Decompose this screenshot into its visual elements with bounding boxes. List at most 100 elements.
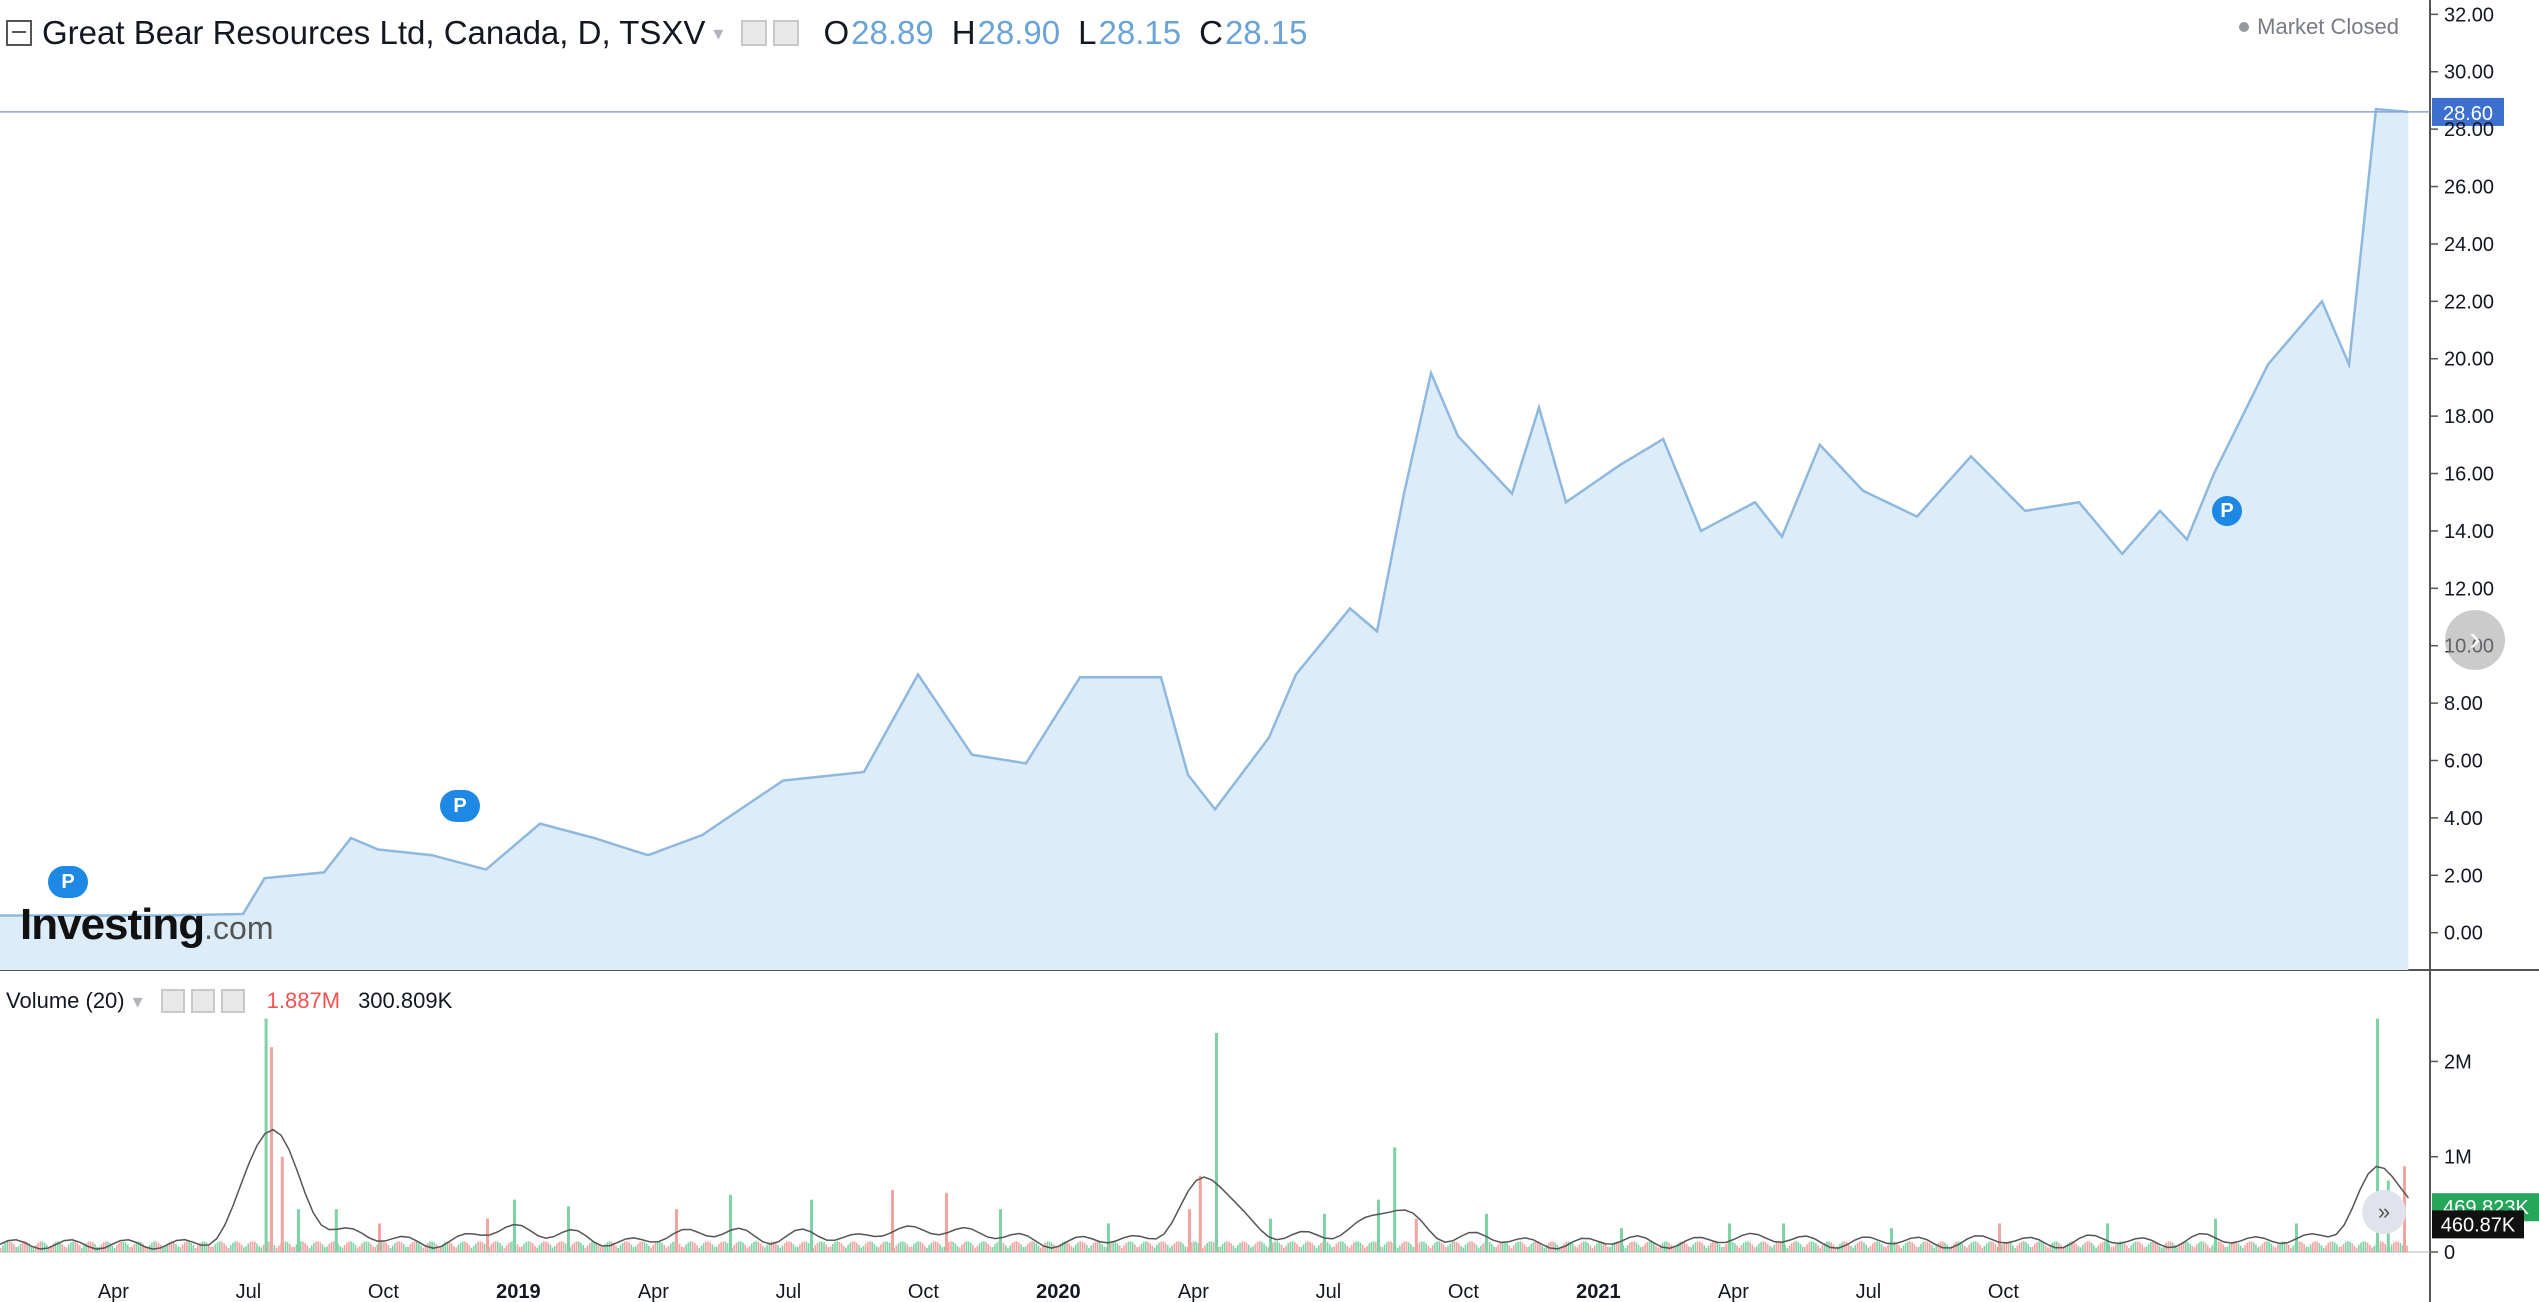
volume-bar — [1539, 1243, 1541, 1252]
volume-bar — [363, 1241, 366, 1252]
volume-bar — [2287, 1245, 2290, 1252]
last-price-badge — [2432, 97, 2504, 126]
volume-bar — [332, 1241, 335, 1252]
volume-bar — [1826, 1241, 1828, 1252]
volume-bar — [1990, 1241, 1992, 1252]
volume-bar — [705, 1241, 707, 1252]
volume-bar — [1536, 1241, 1539, 1252]
volume-bar — [2009, 1243, 2012, 1252]
volume-bar — [2320, 1245, 2323, 1252]
volume-bar — [1250, 1247, 1252, 1252]
volume-bar — [1928, 1243, 1931, 1252]
volume-bar — [814, 1245, 817, 1252]
volume-bar — [628, 1242, 630, 1252]
volume-bar — [1845, 1241, 1848, 1252]
volume-bar — [1429, 1247, 1432, 1252]
event-pin-1[interactable]: P — [48, 866, 88, 898]
volume-bar — [746, 1247, 749, 1252]
settings-icon[interactable] — [773, 20, 800, 46]
collapse-icon[interactable] — [6, 20, 32, 46]
volume-bar — [2193, 1247, 2196, 1252]
volume-bar — [1766, 1243, 1769, 1252]
volume-title[interactable]: Volume (20) — [6, 988, 125, 1013]
volume-bar — [783, 1243, 786, 1252]
volume-bar — [1169, 1247, 1171, 1252]
volume-bar — [1107, 1223, 1110, 1252]
volume-chevron-down-icon[interactable]: ▾ — [132, 990, 143, 1013]
volume-bar — [2364, 1241, 2367, 1252]
volume-bar — [777, 1245, 779, 1252]
volume-bar — [1554, 1242, 1557, 1252]
volume-bar — [698, 1248, 701, 1252]
volume-bar — [608, 1241, 611, 1252]
volume-bar — [1924, 1241, 1927, 1252]
volume-bar — [1226, 1241, 1228, 1252]
volume-bar — [253, 1241, 256, 1252]
volume-bar — [1048, 1241, 1051, 1252]
volume-bar — [1142, 1242, 1145, 1252]
price-line — [0, 107, 2409, 917]
price-tick-label: 28.00 — [2444, 119, 2494, 141]
volume-bar — [1716, 1242, 1719, 1252]
volume-bar — [466, 1242, 468, 1252]
volume-bar — [1821, 1245, 1824, 1252]
chevron-right-icon[interactable]: › — [2445, 610, 2505, 670]
volume-bar — [1296, 1243, 1298, 1252]
volume-bar — [948, 1241, 950, 1252]
volume-bar — [1626, 1245, 1629, 1252]
eye-icon[interactable] — [741, 20, 768, 46]
volume-bar — [415, 1241, 418, 1252]
volume-close-icon[interactable] — [220, 989, 245, 1013]
volume-bar — [1493, 1246, 1495, 1252]
volume-bar — [1728, 1223, 1731, 1252]
volume-bar — [1081, 1241, 1084, 1252]
volume-bar — [1153, 1247, 1156, 1252]
volume-bar — [926, 1247, 928, 1252]
volume-eye-icon[interactable] — [160, 989, 185, 1013]
volume-bar — [939, 1244, 941, 1252]
volume-bar — [278, 1245, 280, 1252]
volume-bar — [1869, 1245, 1872, 1252]
volume-bar — [1042, 1244, 1044, 1252]
volume-bar — [175, 1243, 177, 1252]
volume-bar — [328, 1243, 331, 1252]
volume-bar — [934, 1241, 937, 1252]
volume-bar — [1731, 1241, 1734, 1252]
volume-bar — [1637, 1244, 1640, 1252]
volume-bar — [186, 1241, 188, 1252]
volume-bar — [1177, 1241, 1180, 1252]
volume-bar — [2224, 1246, 2227, 1252]
chevron-down-icon[interactable]: ▾ — [713, 22, 724, 45]
low-label: L — [1078, 14, 1097, 51]
volume-bar — [687, 1242, 690, 1252]
volume-bar — [1388, 1241, 1390, 1252]
event-pin-2[interactable]: P — [440, 790, 480, 822]
volume-bar — [1655, 1245, 1657, 1252]
time-tick-label: Oct — [1448, 1281, 1480, 1302]
volume-bar — [424, 1245, 427, 1252]
volume-bar — [731, 1247, 733, 1252]
volume-bar — [729, 1194, 732, 1252]
scroll-to-latest-icon[interactable]: » — [2362, 1190, 2406, 1234]
volume-bar — [2018, 1243, 2021, 1252]
volume-bar — [1129, 1241, 1132, 1252]
volume-settings-icon[interactable] — [190, 989, 215, 1013]
volume-bar — [1291, 1241, 1294, 1252]
volume-bar — [1992, 1242, 1995, 1252]
volume-bar — [2382, 1242, 2384, 1252]
volume-bar — [1460, 1246, 1462, 1252]
volume-bar — [306, 1245, 309, 1252]
volume-bar — [199, 1243, 201, 1252]
volume-bar — [67, 1244, 70, 1252]
volume-bar — [1289, 1241, 1292, 1252]
volume-bar — [2097, 1245, 2100, 1252]
volume-bar — [553, 1246, 556, 1252]
volume-bar — [1099, 1242, 1101, 1252]
volume-bar — [2185, 1241, 2187, 1252]
symbol-title[interactable]: Great Bear Resources Ltd, Canada, D, TSX… — [42, 14, 706, 51]
event-pin-3[interactable]: P — [2212, 496, 2242, 526]
volume-bar — [1359, 1242, 1362, 1252]
volume-bar — [1212, 1242, 1215, 1252]
volume-bar — [2038, 1241, 2040, 1252]
volume-bar — [582, 1245, 584, 1252]
